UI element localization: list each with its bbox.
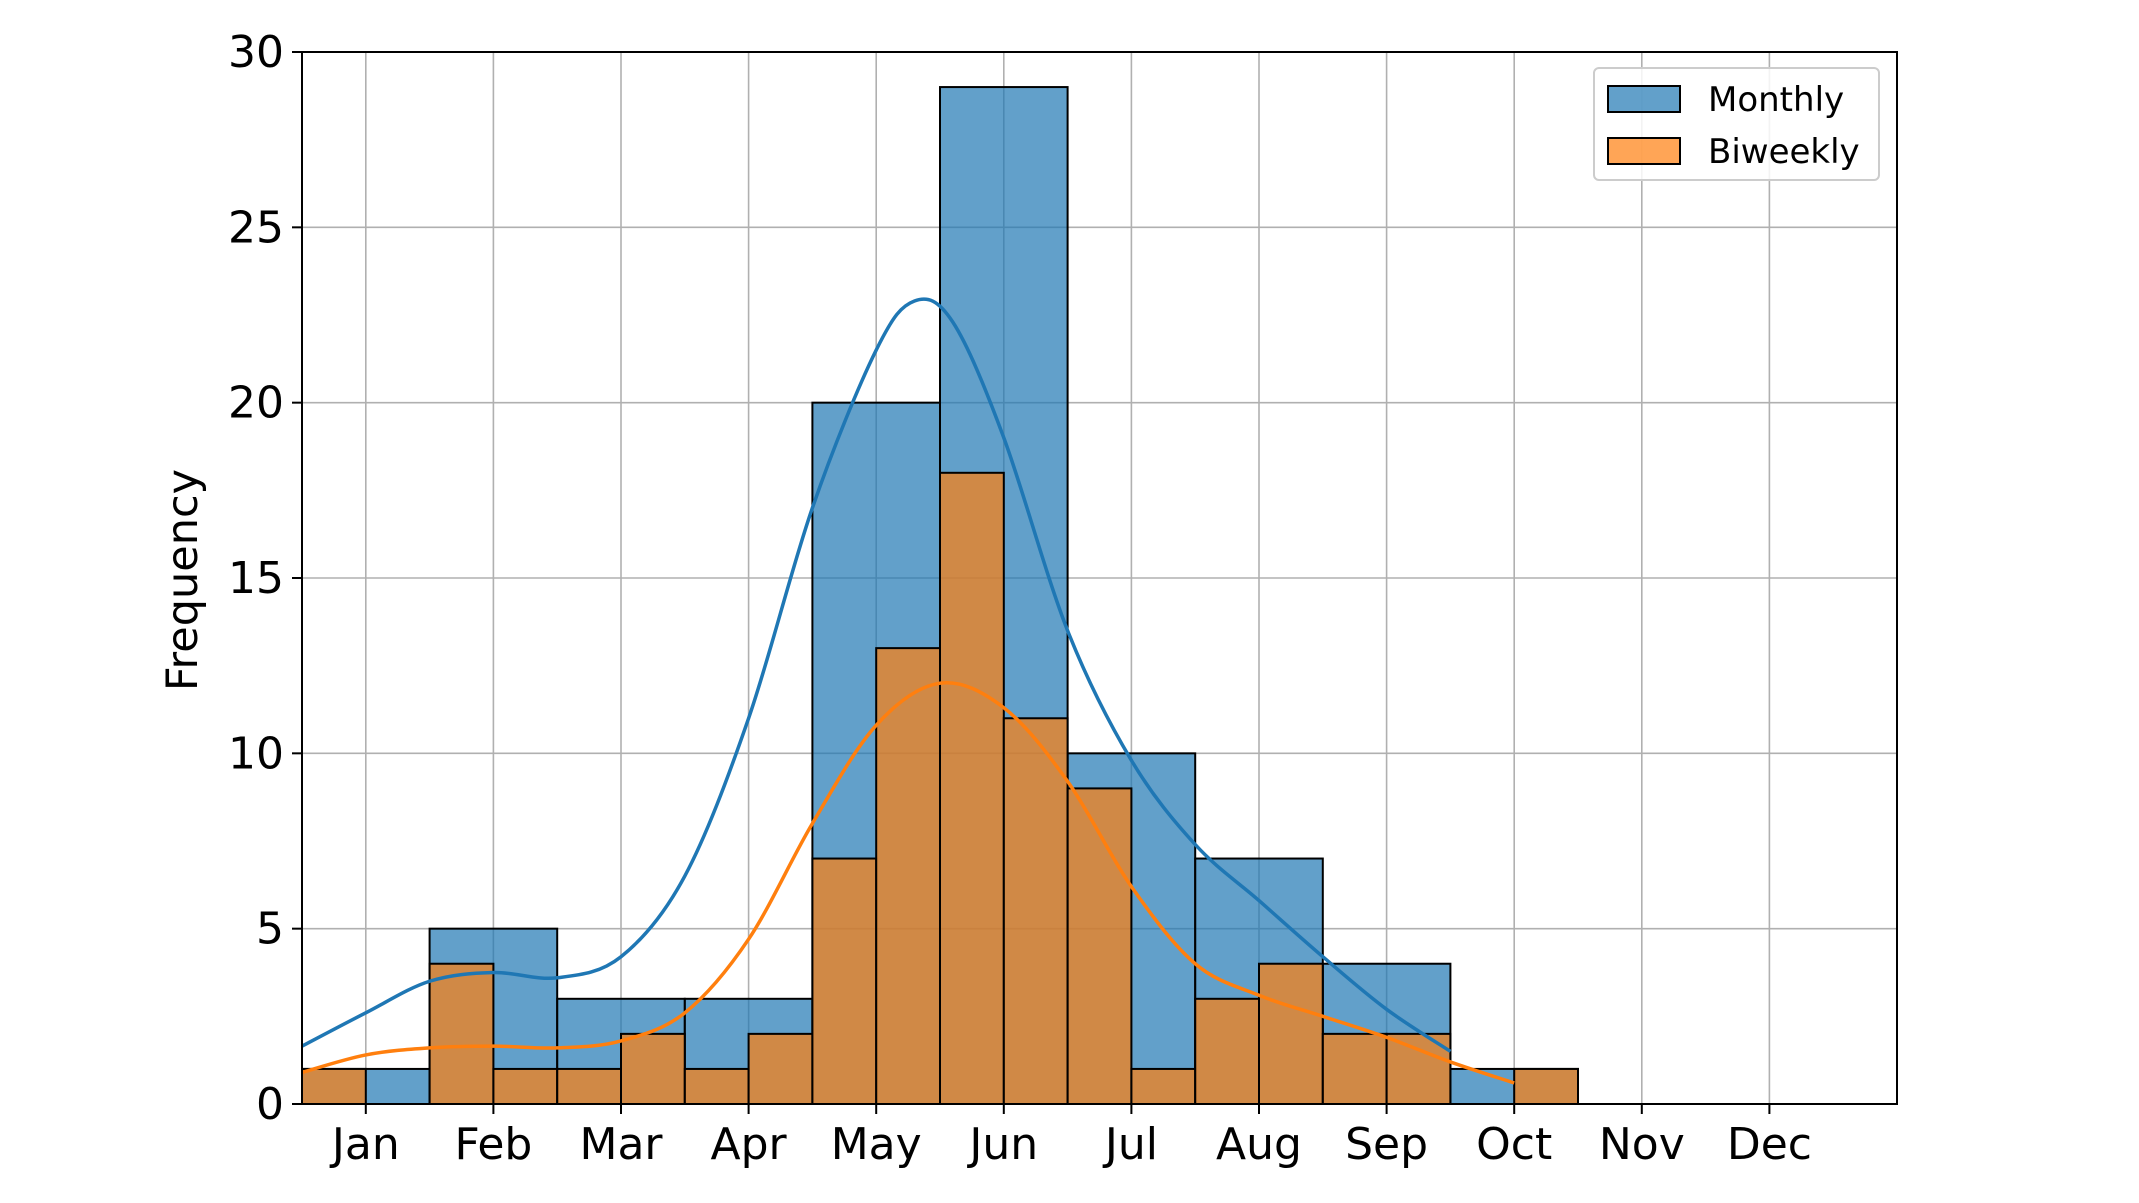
legend: Monthly Biweekly bbox=[1593, 67, 1880, 181]
y-axis-ticks: 0 5 10 15 20 25 30 bbox=[228, 27, 302, 1130]
x-tick-label: Jan bbox=[329, 1119, 400, 1170]
biweekly-bar bbox=[1194, 997, 1260, 1105]
biweekly-bar bbox=[301, 1067, 367, 1106]
x-tick-label: Apr bbox=[711, 1119, 788, 1170]
y-tick-label: 25 bbox=[228, 202, 284, 253]
y-tick-label: 15 bbox=[228, 553, 284, 604]
x-tick-label: Aug bbox=[1216, 1119, 1302, 1170]
y-tick-label: 0 bbox=[256, 1079, 284, 1130]
x-tick-label: Mar bbox=[579, 1119, 663, 1170]
biweekly-kde-line bbox=[301, 680, 1515, 1085]
biweekly-bar bbox=[1513, 1067, 1579, 1106]
monthly-kde-line bbox=[301, 297, 1452, 1053]
legend-label-monthly: Monthly bbox=[1708, 80, 1844, 120]
y-tick-label: 20 bbox=[228, 378, 284, 429]
biweekly-bar bbox=[556, 1067, 623, 1106]
y-tick-label: 10 bbox=[228, 728, 284, 779]
x-tick-label: Dec bbox=[1727, 1119, 1812, 1170]
y-tick-label: 5 bbox=[256, 904, 284, 955]
biweekly-bar bbox=[1258, 962, 1324, 1105]
biweekly-bar bbox=[492, 1067, 559, 1106]
legend-swatch-biweekly bbox=[1607, 137, 1681, 165]
biweekly-bar bbox=[811, 857, 878, 1105]
x-tick-label: May bbox=[831, 1119, 922, 1170]
biweekly-bar bbox=[1066, 787, 1133, 1106]
biweekly-bar bbox=[1321, 1032, 1388, 1106]
x-tick-label: Oct bbox=[1476, 1119, 1552, 1170]
biweekly-bar bbox=[939, 471, 1005, 1105]
biweekly-bar bbox=[683, 1067, 750, 1106]
biweekly-bars bbox=[301, 471, 1579, 1106]
kde-curves bbox=[301, 297, 1515, 1085]
legend-label-biweekly: Biweekly bbox=[1708, 132, 1860, 172]
x-tick-label: Sep bbox=[1345, 1119, 1428, 1170]
y-axis-label: Frequency bbox=[158, 469, 208, 691]
x-tick-label: Nov bbox=[1599, 1119, 1685, 1170]
x-tick-label: Feb bbox=[454, 1119, 532, 1170]
y-tick-label: 30 bbox=[228, 27, 284, 78]
biweekly-bar bbox=[1130, 1067, 1197, 1106]
biweekly-bar bbox=[620, 1032, 686, 1106]
x-axis-ticks: Jan Feb Mar Apr May Jun Jul Aug Sep Oct Nov Dec bbox=[329, 1104, 1812, 1170]
biweekly-bar bbox=[1002, 717, 1069, 1105]
biweekly-bar bbox=[747, 1032, 814, 1106]
x-tick-label: Jul bbox=[1102, 1119, 1158, 1170]
legend-swatch-monthly bbox=[1607, 85, 1681, 113]
biweekly-bar bbox=[428, 962, 495, 1105]
x-tick-label: Jun bbox=[966, 1119, 1038, 1170]
